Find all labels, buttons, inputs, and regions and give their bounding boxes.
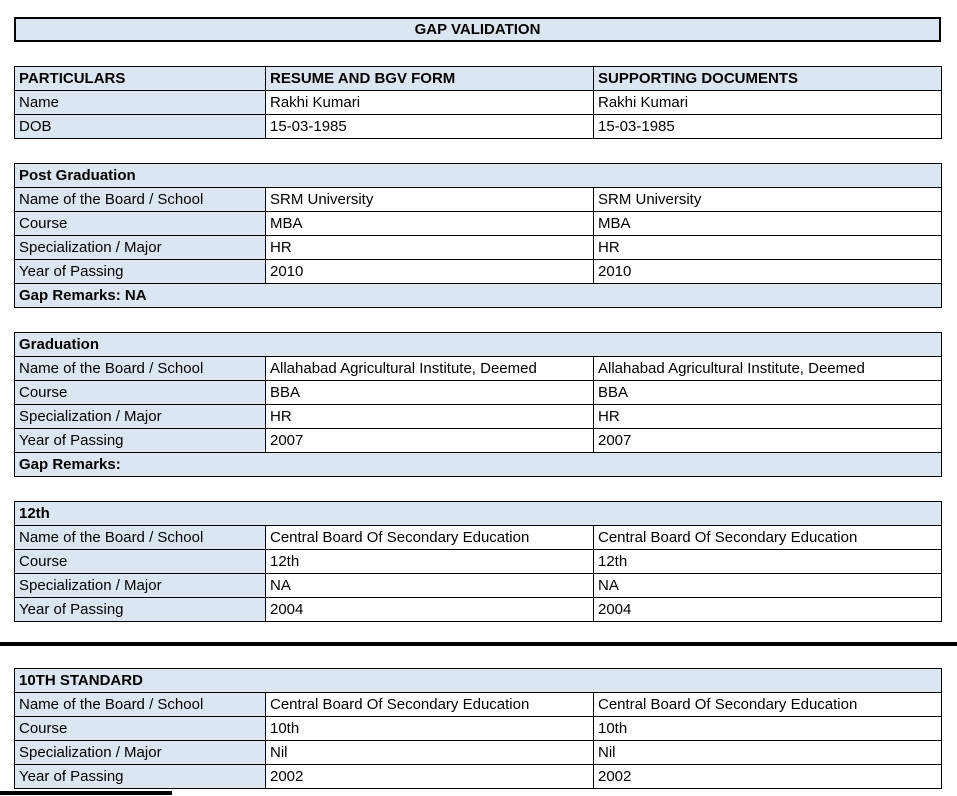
section-table: 12th Name of the Board / School Central Bo… xyxy=(14,501,942,622)
supporting-value-cell: Central Board Of Secondary Education xyxy=(592,692,943,717)
supporting-value-cell: 2004 xyxy=(593,597,942,622)
bottom-partial-page-break-line xyxy=(0,791,172,795)
row-label-cell: Name of the Board / School xyxy=(14,692,266,717)
row-label-cell: Specialization / Major xyxy=(14,404,266,429)
table-row: Year of Passing 2010 2010 xyxy=(14,259,943,284)
section-heading-row: 10TH STANDARD xyxy=(13,668,943,693)
resume-value-cell: 12th xyxy=(265,549,594,574)
particulars-table: PARTICULARS RESUME AND BGV FORM SUPPORTING… xyxy=(14,66,942,139)
resume-value-cell: HR xyxy=(265,404,594,429)
row-label-cell: Year of Passing xyxy=(14,259,266,284)
resume-value-cell: Central Board Of Secondary Education xyxy=(265,525,594,550)
table-row: Name Rakhi Kumari Rakhi Kumari xyxy=(14,90,942,115)
row-label-cell: Name of the Board / School xyxy=(14,525,266,550)
supporting-value-cell: HR xyxy=(592,235,943,260)
gap-remarks-cell: Gap Remarks: NA xyxy=(13,283,943,308)
supporting-value-cell: BBA xyxy=(593,380,942,405)
resume-value-cell: MBA xyxy=(265,211,594,236)
supporting-value-cell: SRM University xyxy=(592,187,943,212)
supporting-value-cell: Rakhi Kumari xyxy=(593,90,942,115)
resume-value-cell: BBA xyxy=(265,380,594,405)
resume-value-cell: Rakhi Kumari xyxy=(265,90,594,115)
education-sections-after-break: 10TH STANDARD Name of the Board / School C… xyxy=(0,668,957,789)
section-heading-row: Graduation xyxy=(14,332,942,357)
supporting-value-cell: Allahabad Agricultural Institute, Deemed xyxy=(593,356,942,381)
resume-value-cell: 10th xyxy=(265,716,594,741)
table-row: Specialization / Major HR HR xyxy=(14,235,943,260)
resume-value-cell: HR xyxy=(265,235,594,260)
supporting-value-cell: Central Board Of Secondary Education xyxy=(593,525,942,550)
section-heading-cell: 12th xyxy=(14,501,942,526)
gap-remarks-row: Gap Remarks: xyxy=(14,452,942,477)
table-row: Year of Passing 2007 2007 xyxy=(14,428,942,453)
resume-value-cell: 2007 xyxy=(265,428,594,453)
supporting-value-cell: HR xyxy=(593,404,942,429)
section-table: 10TH STANDARD Name of the Board / School C… xyxy=(13,668,943,789)
row-label-cell: Specialization / Major xyxy=(14,740,266,765)
gap-remarks-row: Gap Remarks: NA xyxy=(13,283,943,308)
section-heading-cell: Post Graduation xyxy=(13,163,943,188)
section-heading-cell: 10TH STANDARD xyxy=(13,668,943,693)
resume-value-cell: Allahabad Agricultural Institute, Deemed xyxy=(265,356,594,381)
section-heading-cell: Graduation xyxy=(14,332,942,357)
section-table: Graduation Name of the Board / School Alla… xyxy=(14,332,942,477)
resume-value-cell: NA xyxy=(265,573,594,598)
table-row: Course 12th 12th xyxy=(14,549,942,574)
row-label-cell: Name xyxy=(14,90,266,115)
supporting-value-cell: 2010 xyxy=(592,259,943,284)
gap-validation-page: GAP VALIDATION PARTICULARS RESUME AND BGV… xyxy=(0,17,957,796)
table-row: DOB 15-03-1985 15-03-1985 xyxy=(14,114,942,139)
row-label-cell: Course xyxy=(14,380,266,405)
gap-remarks-cell: Gap Remarks: xyxy=(14,452,942,477)
table-row: Specialization / Major NA NA xyxy=(14,573,942,598)
column-header-row: PARTICULARS RESUME AND BGV FORM SUPPORTING… xyxy=(14,66,942,91)
table-row: Course MBA MBA xyxy=(14,211,943,236)
row-label-cell: Year of Passing xyxy=(14,764,266,789)
resume-value-cell: 2002 xyxy=(265,764,594,789)
table-row: Specialization / Major HR HR xyxy=(14,404,942,429)
supporting-value-cell: 15-03-1985 xyxy=(593,114,942,139)
column-header-cell: PARTICULARS xyxy=(14,66,266,91)
supporting-value-cell: Nil xyxy=(592,740,943,765)
row-label-cell: Year of Passing xyxy=(14,428,266,453)
row-label-cell: Specialization / Major xyxy=(14,573,266,598)
resume-value-cell: 2010 xyxy=(265,259,594,284)
resume-value-cell: 15-03-1985 xyxy=(265,114,594,139)
resume-value-cell: Central Board Of Secondary Education xyxy=(265,692,594,717)
table-row: Year of Passing 2002 2002 xyxy=(14,764,943,789)
row-label-cell: Name of the Board / School xyxy=(14,356,266,381)
table-row: Name of the Board / School Allahabad Agri… xyxy=(14,356,942,381)
education-sections: Post Graduation Name of the Board / Schoo… xyxy=(0,163,957,622)
row-label-cell: DOB xyxy=(14,114,266,139)
page-break-line xyxy=(0,642,957,646)
table-row: Course BBA BBA xyxy=(14,380,942,405)
row-label-cell: Specialization / Major xyxy=(14,235,266,260)
row-label-cell: Course xyxy=(14,716,266,741)
table-row: Year of Passing 2004 2004 xyxy=(14,597,942,622)
section-heading-row: Post Graduation xyxy=(13,163,943,188)
row-label-cell: Course xyxy=(14,549,266,574)
supporting-value-cell: MBA xyxy=(592,211,943,236)
supporting-value-cell: 10th xyxy=(592,716,943,741)
table-row: Name of the Board / School SRM University… xyxy=(14,187,943,212)
supporting-value-cell: 12th xyxy=(593,549,942,574)
supporting-value-cell: 2007 xyxy=(593,428,942,453)
section-table: Post Graduation Name of the Board / Schoo… xyxy=(13,163,943,308)
column-header-cell: RESUME AND BGV FORM xyxy=(265,66,594,91)
table-row: Name of the Board / School Central Board … xyxy=(14,525,942,550)
table-row: Course 10th 10th xyxy=(14,716,943,741)
supporting-value-cell: 2002 xyxy=(592,764,943,789)
row-label-cell: Name of the Board / School xyxy=(14,187,266,212)
row-label-cell: Course xyxy=(14,211,266,236)
resume-value-cell: SRM University xyxy=(265,187,594,212)
section-heading-row: 12th xyxy=(14,501,942,526)
supporting-value-cell: NA xyxy=(593,573,942,598)
table-row: Name of the Board / School Central Board … xyxy=(14,692,943,717)
table-row: Specialization / Major Nil Nil xyxy=(14,740,943,765)
column-header-cell: SUPPORTING DOCUMENTS xyxy=(593,66,942,91)
resume-value-cell: 2004 xyxy=(265,597,594,622)
document-title: GAP VALIDATION xyxy=(14,17,941,42)
row-label-cell: Year of Passing xyxy=(14,597,266,622)
resume-value-cell: Nil xyxy=(265,740,594,765)
